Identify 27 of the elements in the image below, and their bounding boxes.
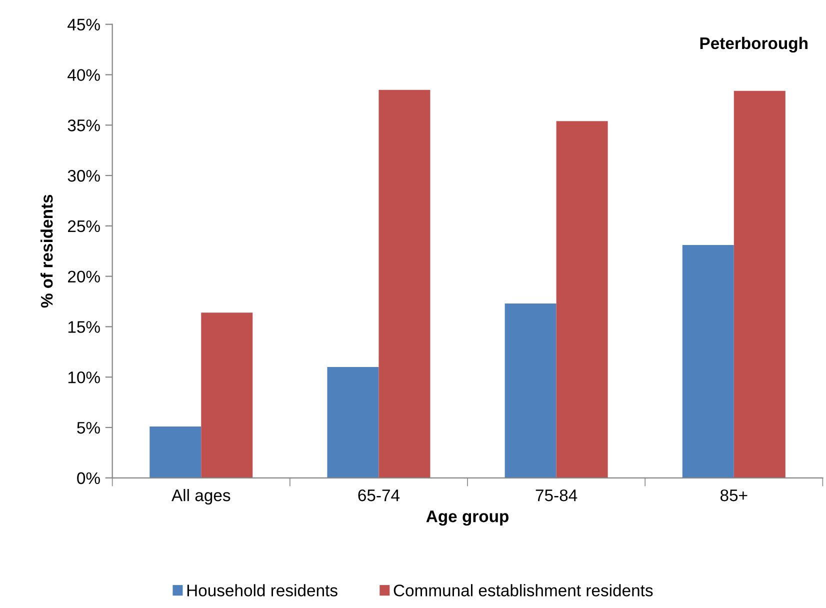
- annotation: Peterborough: [700, 36, 808, 53]
- x-tick-label: All ages: [172, 489, 230, 505]
- y-tick-label: 25%: [68, 220, 100, 232]
- y-tick-label: 35%: [68, 120, 100, 132]
- x-axis-title: Age group: [426, 510, 508, 526]
- x-tick-label: 85+: [720, 489, 748, 502]
- bar: [327, 367, 379, 478]
- x-tick-label: 65-74: [358, 489, 400, 502]
- x-tick-label: 75-84: [536, 489, 578, 502]
- y-tick-label: 20%: [68, 270, 100, 283]
- y-tick-label: 15%: [68, 321, 100, 333]
- bar: [201, 312, 253, 478]
- bar: [504, 304, 556, 478]
- y-tick-label: 5%: [77, 422, 100, 434]
- bar: [378, 90, 430, 478]
- bar: [682, 245, 734, 478]
- y-tick-label: 10%: [68, 371, 100, 384]
- y-tick-label: 45%: [68, 18, 100, 31]
- bar: [734, 90, 786, 478]
- y-tick-label: 30%: [68, 170, 100, 182]
- y-axis-title: % of residents: [40, 194, 53, 308]
- y-tick-label: 40%: [68, 69, 100, 81]
- bar: [150, 426, 202, 478]
- y-tick-label: 0%: [77, 472, 100, 484]
- bar: [556, 121, 608, 478]
- legend-label: Communal establishment residents: [394, 584, 653, 596]
- legend-label: Household residents: [187, 584, 338, 596]
